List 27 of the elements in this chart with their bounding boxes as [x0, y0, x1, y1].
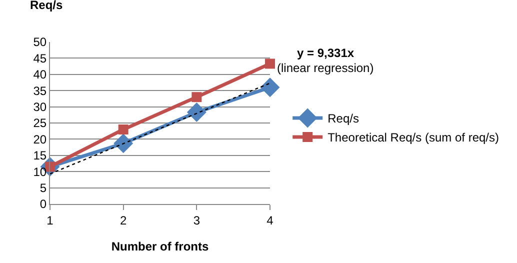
y-tick-label: 40	[33, 68, 47, 82]
y-tick-label: 45	[33, 51, 47, 66]
y-tick-label: 30	[33, 100, 47, 114]
x-axis-title: Number of fronts	[111, 239, 209, 254]
y-tick-label: 25	[33, 116, 47, 130]
legend-label: Req/s	[328, 112, 359, 126]
legend-label: Theoretical Req/s (sum of req/s)	[328, 130, 500, 145]
x-tick-label: 3	[193, 213, 200, 228]
point	[192, 92, 202, 102]
y-tick-label: 35	[33, 84, 47, 98]
text: y = 9,331x	[297, 46, 354, 60]
y-tick-label: 15	[33, 148, 47, 163]
point	[118, 124, 128, 134]
x-tick-label: 2	[120, 213, 127, 228]
y-tick-label: 20	[33, 132, 47, 146]
point	[114, 134, 134, 154]
y-axis-title: Req/s	[30, 0, 64, 12]
text: (linear regression)	[277, 61, 374, 75]
y-tick-label: 5	[40, 181, 47, 195]
point	[260, 78, 280, 98]
point	[186, 102, 206, 122]
x-tick-label: 4	[266, 213, 274, 228]
x-tick-label: 1	[46, 213, 54, 228]
y-tick-label: 10	[33, 164, 47, 179]
y-tick-label: 0	[40, 197, 47, 212]
point	[265, 58, 275, 69]
y-tick-label: 50	[33, 35, 47, 50]
